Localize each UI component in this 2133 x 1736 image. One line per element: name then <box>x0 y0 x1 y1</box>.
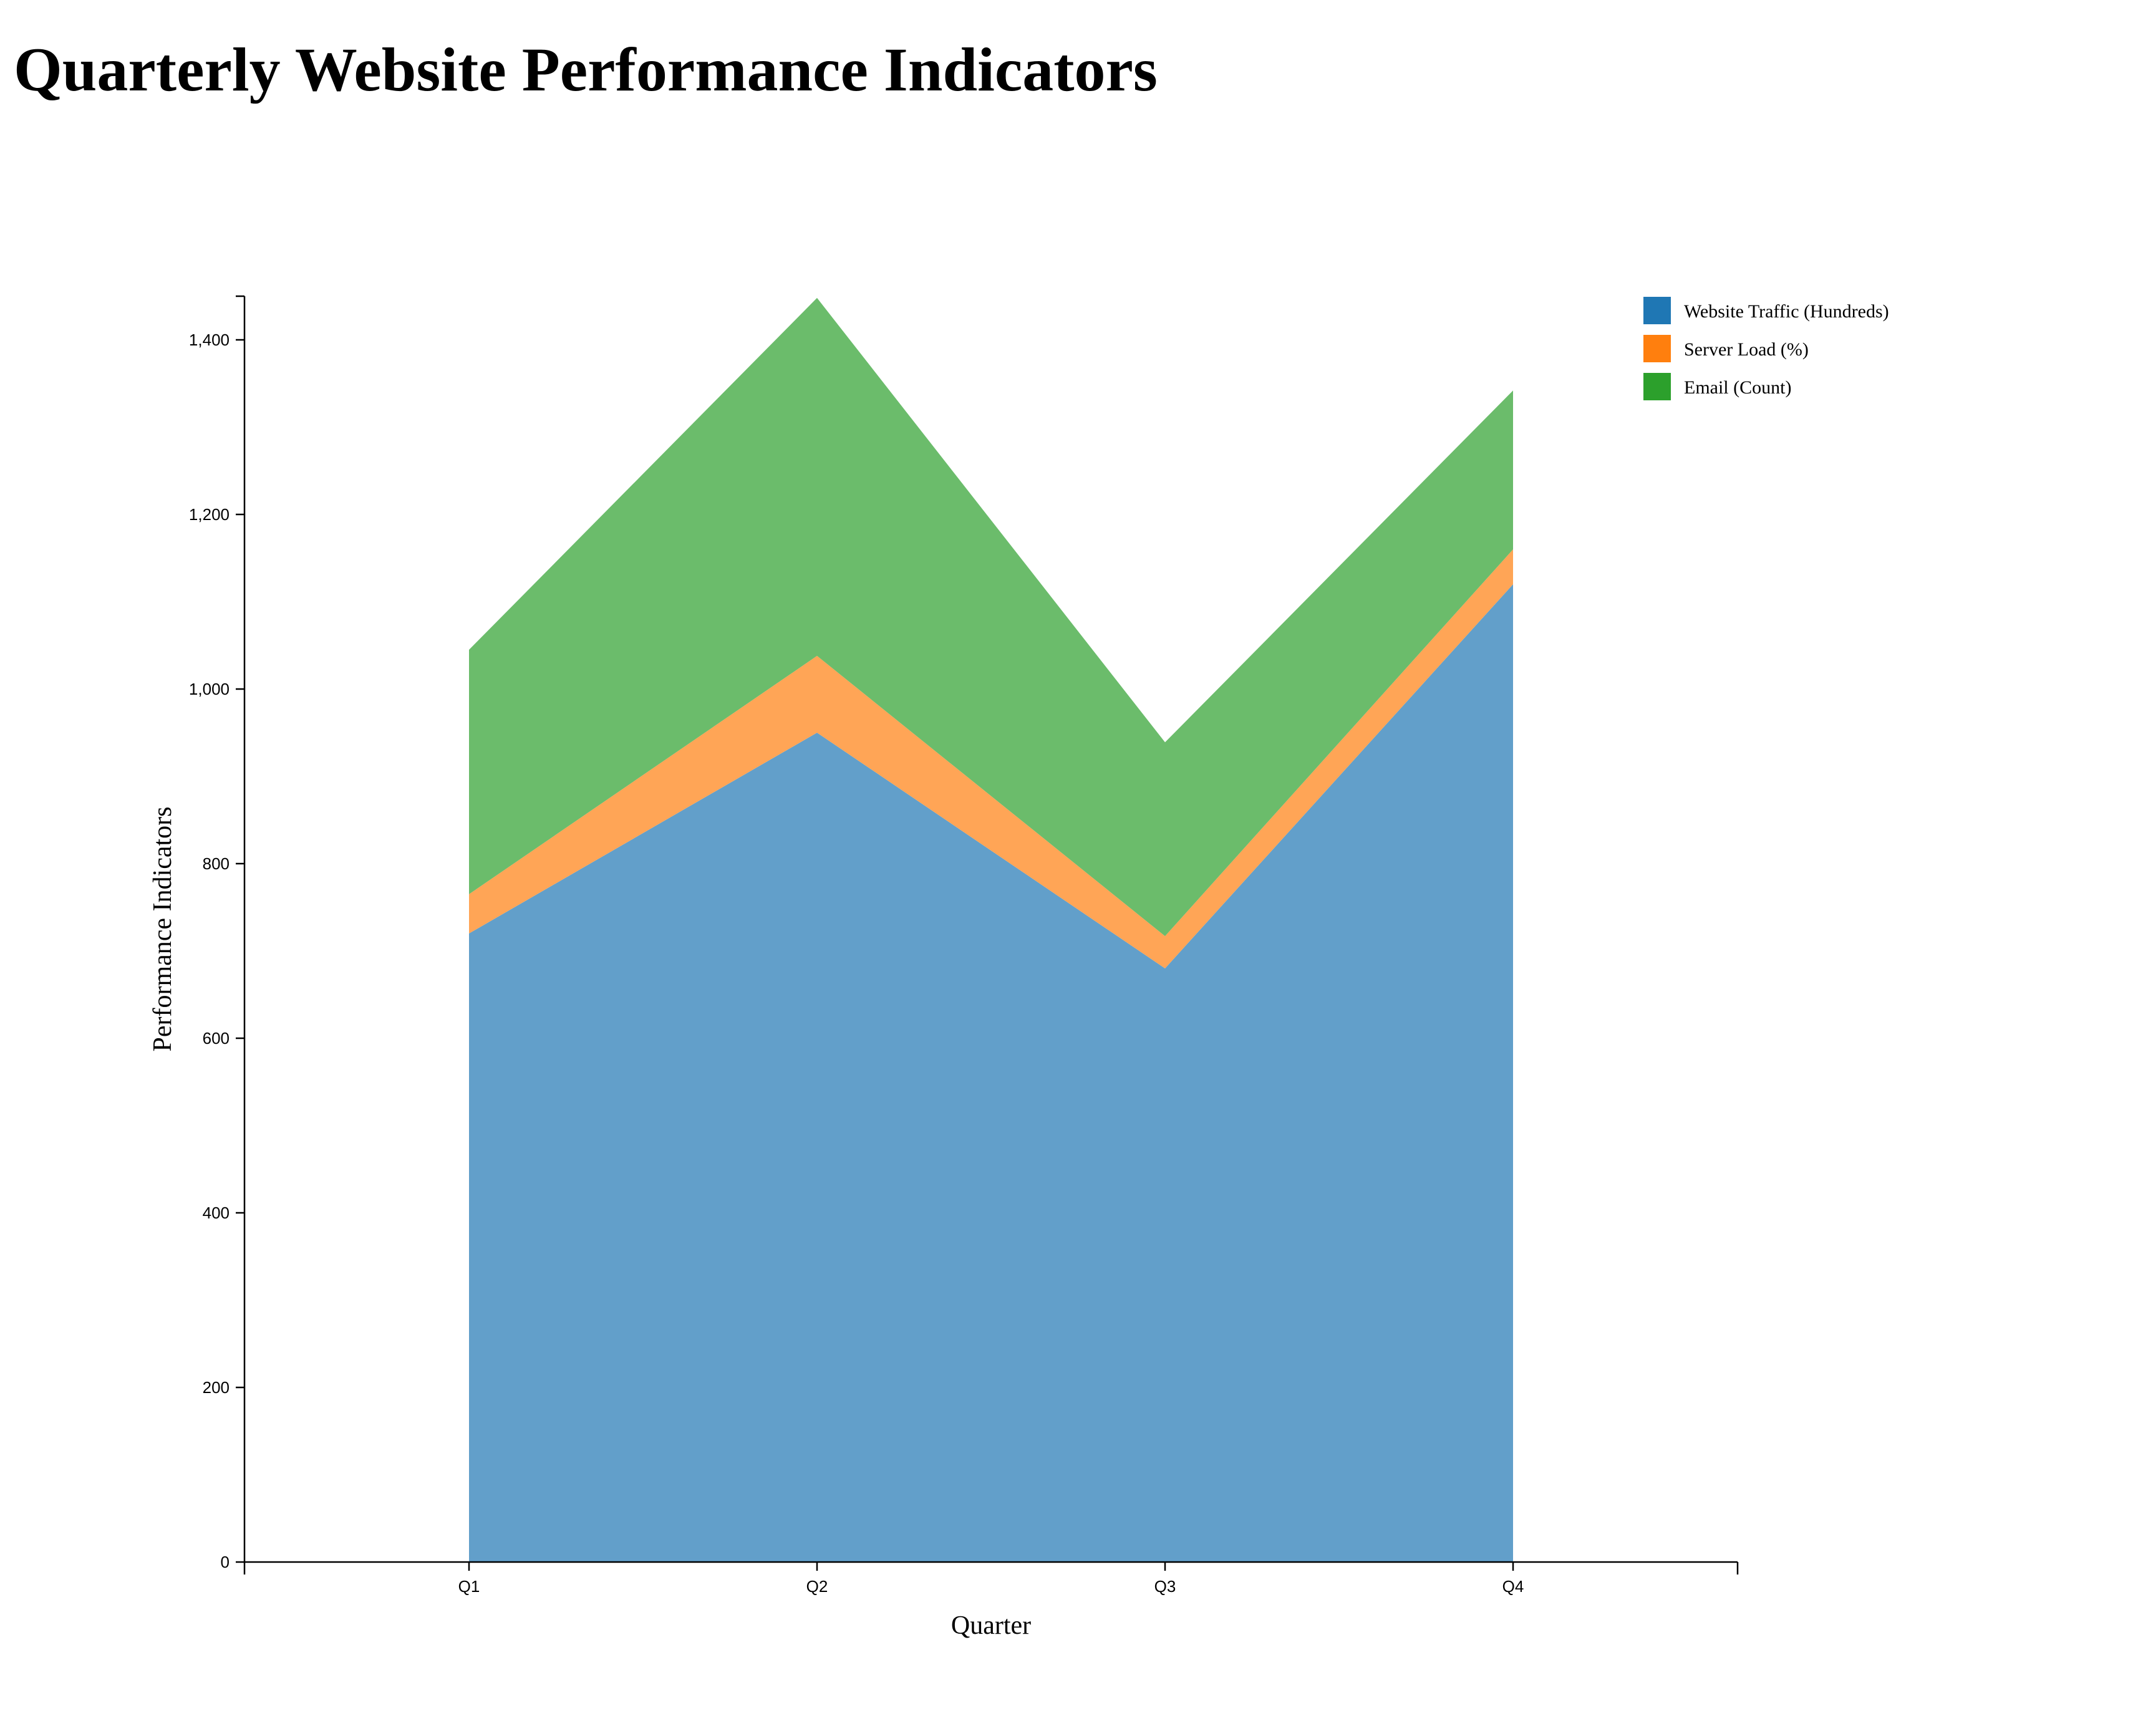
x-tick-label: Q2 <box>806 1577 828 1596</box>
y-tick-label: 1,200 <box>189 505 230 524</box>
y-tick-label: 0 <box>221 1553 230 1571</box>
area-series-2 <box>469 549 1513 968</box>
area-series-1 <box>469 584 1513 1562</box>
x-tick-label: Q4 <box>1502 1577 1524 1596</box>
x-tick-label: Q1 <box>458 1577 480 1596</box>
y-tick-label: 1,400 <box>189 330 230 349</box>
axes-group: 0 200 400 600 800 1,000 1,200 1,400 Q1 Q2 Q3 Q4 <box>189 295 1739 1596</box>
chart-title: Quarterly Website Performance Indicators <box>14 35 1158 104</box>
y-axis-ticks: 0 200 400 600 800 1,000 1,200 1,400 <box>189 330 244 1571</box>
legend-label-1: Website Traffic (Hundreds) <box>1684 301 1889 322</box>
y-tick-label: 600 <box>203 1029 230 1048</box>
y-tick-label: 400 <box>203 1203 230 1222</box>
legend-swatch-1 <box>1643 297 1671 324</box>
legend-swatch-3 <box>1643 373 1671 400</box>
y-axis-label: Performance Indicators <box>148 807 177 1052</box>
area-series-group <box>469 297 1513 1562</box>
y-tick-label: 200 <box>203 1378 230 1397</box>
area-series-3 <box>469 297 1513 937</box>
y-tick-label: 800 <box>203 854 230 873</box>
x-axis-label: Quarter <box>951 1611 1031 1640</box>
legend-label-2: Server Load (%) <box>1684 339 1809 360</box>
legend: Website Traffic (Hundreds) Server Load (%… <box>1643 297 1889 400</box>
legend-swatch-2 <box>1643 335 1671 362</box>
x-tick-label: Q3 <box>1154 1577 1176 1596</box>
x-axis-ticks: Q1 Q2 Q3 Q4 <box>458 1562 1524 1596</box>
y-tick-label: 1,000 <box>189 680 230 698</box>
legend-label-3: Email (Count) <box>1684 377 1791 398</box>
